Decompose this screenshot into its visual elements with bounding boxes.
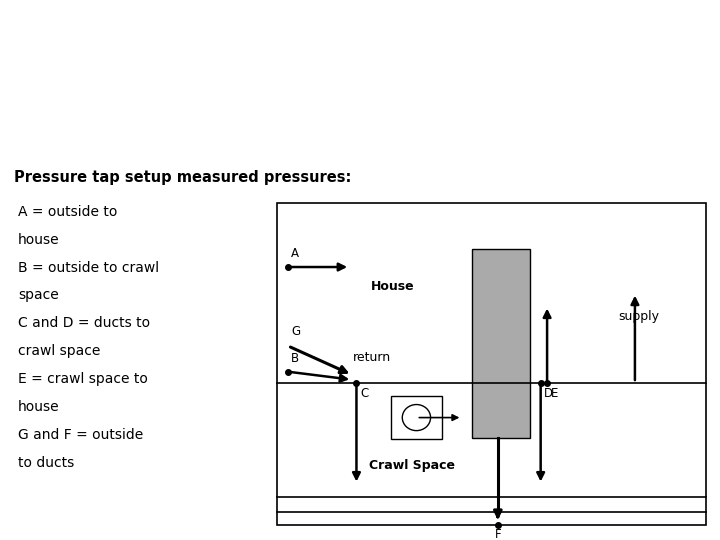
Text: C: C	[360, 387, 369, 400]
Text: Crawl Space: Crawl Space	[369, 458, 455, 471]
Text: B = outside to crawl: B = outside to crawl	[18, 260, 159, 274]
Text: A = outside to: A = outside to	[18, 205, 117, 219]
Bar	[391, 396, 442, 440]
Text: return: return	[352, 350, 390, 364]
Text: house: house	[18, 233, 60, 247]
Bar	[472, 249, 530, 438]
Text: F: F	[495, 529, 501, 540]
Text: A: A	[291, 247, 299, 260]
Text: house: house	[18, 401, 60, 414]
Text: space: space	[18, 288, 59, 302]
Text: E: E	[551, 387, 558, 400]
Text: C and D = ducts to: C and D = ducts to	[18, 316, 150, 330]
Text: E = crawl space to: E = crawl space to	[18, 373, 148, 387]
Text: G and F = outside: G and F = outside	[18, 428, 143, 442]
Text: Is there a connection between crawl space
and living space?: Is there a connection between crawl spac…	[18, 59, 588, 114]
Text: Pressure tap setup measured pressures:: Pressure tap setup measured pressures:	[14, 170, 352, 185]
Text: D: D	[544, 387, 554, 400]
Text: to ducts: to ducts	[18, 456, 74, 470]
Text: crawl space: crawl space	[18, 345, 100, 359]
Text: B: B	[291, 352, 299, 365]
Text: supply: supply	[618, 310, 660, 323]
Bar	[277, 202, 706, 525]
Text: G: G	[292, 325, 300, 338]
Text: House: House	[371, 280, 415, 293]
